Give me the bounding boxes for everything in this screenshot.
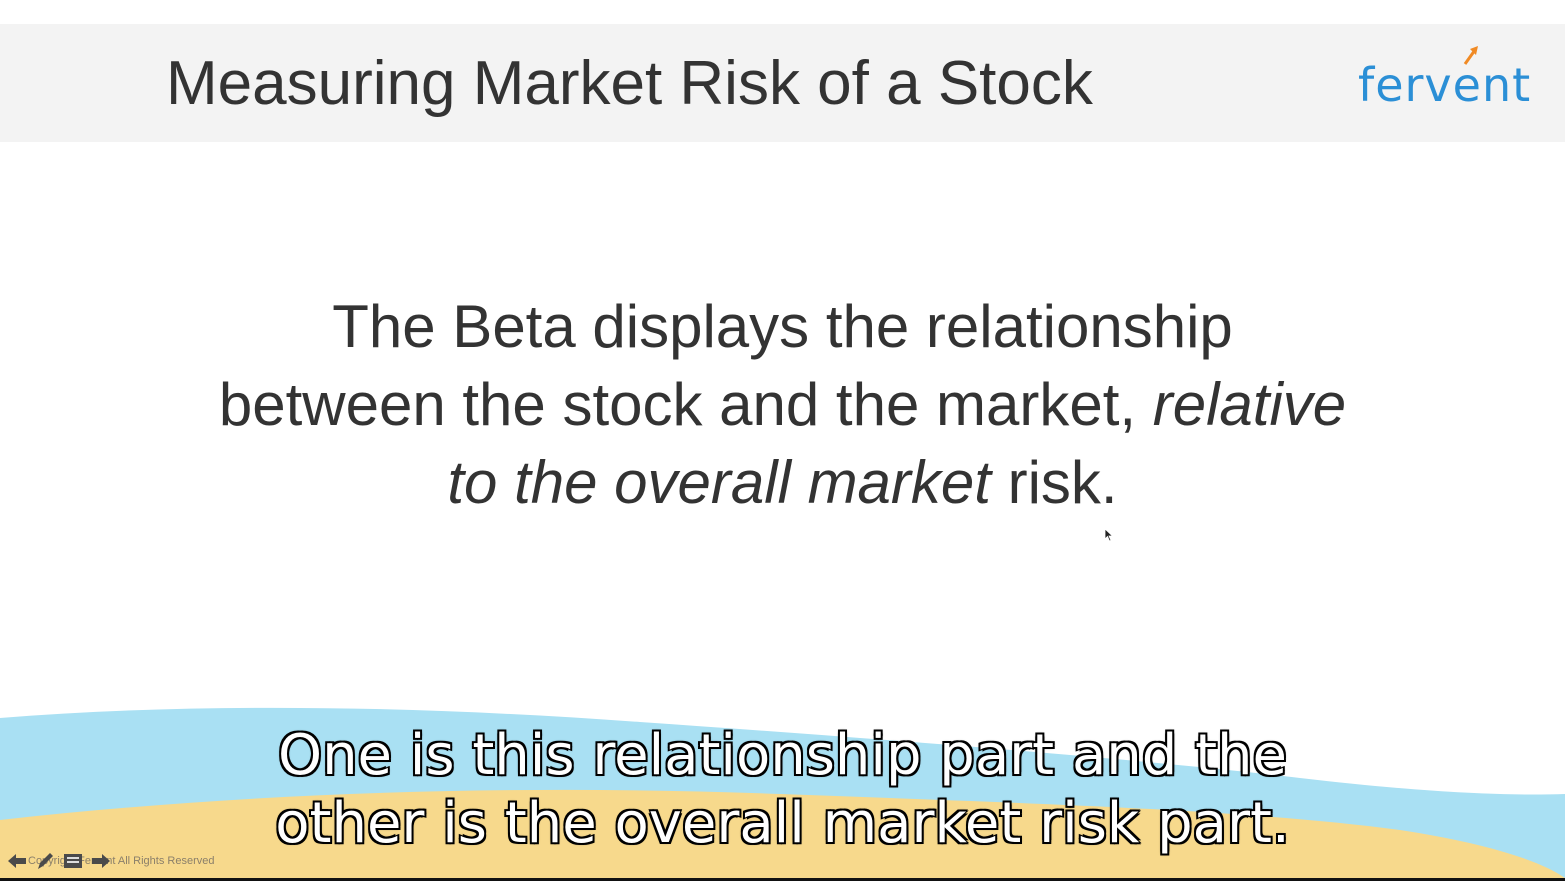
body-line-3: to the overall market risk. xyxy=(140,444,1425,522)
logo-arrow-icon xyxy=(1463,46,1478,65)
body-line-3-plain: risk. xyxy=(990,449,1118,516)
logo-text-a: fer xyxy=(1358,58,1425,112)
body-line-2-italic: relative xyxy=(1152,371,1347,438)
menu-icon[interactable] xyxy=(62,850,84,872)
mouse-cursor-icon xyxy=(1104,528,1114,542)
caption-line-2: other is the overall market risk part. xyxy=(274,790,1291,857)
slide-body-text: The Beta displays the relationship betwe… xyxy=(140,288,1425,522)
video-captions: One is this relationship part and the ot… xyxy=(0,722,1565,858)
bottom-border xyxy=(0,878,1565,881)
next-icon[interactable] xyxy=(90,850,112,872)
player-controls xyxy=(6,850,118,872)
logo-text-b: ent xyxy=(1452,58,1532,112)
slide-title: Measuring Market Risk of a Stock xyxy=(166,49,1093,118)
fervent-logo: fervent xyxy=(1358,58,1531,112)
pen-icon[interactable] xyxy=(34,850,56,872)
body-line-1: The Beta displays the relationship xyxy=(332,293,1233,360)
body-line-2-plain: between the stock and the market, xyxy=(218,371,1153,438)
caption-line-1: One is this relationship part and the xyxy=(277,722,1288,789)
slide-header xyxy=(0,24,1565,142)
prev-icon[interactable] xyxy=(6,850,28,872)
logo-text-v: v xyxy=(1424,58,1453,112)
body-line-2: between the stock and the market, relati… xyxy=(140,366,1425,444)
wave-decoration xyxy=(0,707,1565,881)
body-line-3-italic: to the overall market xyxy=(447,449,991,516)
